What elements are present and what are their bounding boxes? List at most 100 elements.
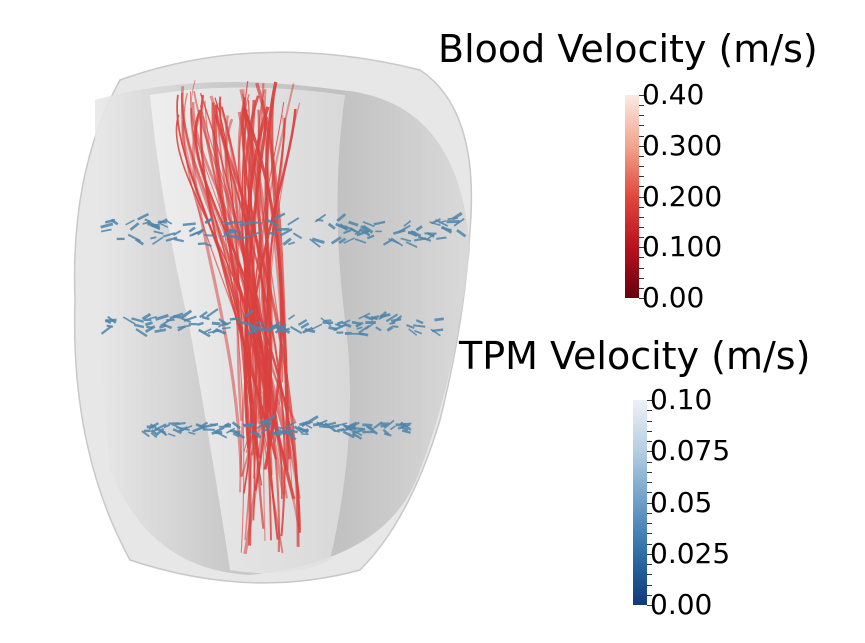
velocity-arrow bbox=[282, 237, 292, 246]
velocity-arrow bbox=[342, 430, 355, 439]
velocity-arrow bbox=[201, 315, 210, 321]
velocity-arrow bbox=[244, 309, 254, 318]
velocity-arrow bbox=[403, 220, 412, 227]
tpm_legend-minor-tick bbox=[647, 605, 652, 606]
velocity-arrow bbox=[135, 328, 148, 338]
tpm_legend-minor-tick bbox=[647, 451, 652, 453]
velocity-arrow bbox=[133, 323, 145, 329]
velocity-arrow bbox=[204, 234, 215, 237]
velocity-arrow bbox=[292, 232, 303, 240]
velocity-arrow bbox=[373, 220, 386, 226]
velocity-arrow bbox=[413, 324, 426, 328]
blood_legend-tick-4: 0.00 bbox=[642, 281, 705, 314]
tpm_legend-minor-tick bbox=[647, 594, 652, 596]
velocity-arrow bbox=[150, 432, 158, 439]
velocity-arrow bbox=[150, 429, 159, 437]
velocity-arrow bbox=[204, 217, 214, 225]
velocity-arrow bbox=[337, 428, 345, 432]
blood_legend-minor-tick bbox=[639, 145, 644, 147]
blood_legend-minor-tick bbox=[639, 216, 644, 218]
blood_legend-minor-tick bbox=[639, 186, 644, 188]
blood_legend-minor-tick bbox=[639, 115, 644, 117]
velocity-arrow bbox=[221, 228, 234, 238]
velocity-arrow bbox=[293, 425, 302, 433]
blood_legend-minor-tick bbox=[639, 237, 644, 239]
velocity-arrow bbox=[307, 415, 319, 424]
velocity-arrow bbox=[237, 320, 248, 326]
velocity-arrow bbox=[348, 220, 359, 227]
streamline bbox=[218, 102, 243, 421]
velocity-arrow bbox=[311, 323, 323, 331]
velocity-arrow bbox=[438, 220, 447, 224]
velocity-arrow bbox=[163, 323, 173, 330]
streamline bbox=[257, 89, 284, 383]
velocity-arrow bbox=[311, 237, 325, 244]
velocity-arrow bbox=[110, 218, 119, 226]
velocity-arrow bbox=[131, 317, 145, 323]
tpm_legend-minor-tick bbox=[647, 574, 652, 576]
blood_legend-minor-tick bbox=[639, 166, 644, 168]
tpm_legend-tick-0: 0.10 bbox=[650, 383, 713, 416]
streamline bbox=[237, 111, 269, 555]
velocity-arrow bbox=[351, 432, 363, 440]
velocity-arrow bbox=[327, 222, 336, 230]
velocity-arrow bbox=[221, 320, 229, 326]
velocity-arrow bbox=[211, 426, 225, 436]
velocity-arrow bbox=[447, 217, 459, 221]
velocity-arrow bbox=[339, 223, 349, 231]
velocity-arrow bbox=[408, 328, 418, 336]
velocity-arrow bbox=[177, 324, 191, 329]
velocity-arrow bbox=[146, 325, 153, 329]
velocity-arrow bbox=[397, 423, 411, 430]
velocity-arrow bbox=[314, 213, 327, 223]
blood_legend-minor-tick bbox=[639, 206, 644, 208]
velocity-arrow bbox=[413, 329, 423, 335]
velocity-arrow bbox=[290, 325, 303, 335]
velocity-arrow bbox=[196, 321, 204, 326]
velocity-arrow bbox=[305, 424, 313, 429]
streamline bbox=[204, 100, 245, 553]
velocity-arrow bbox=[338, 237, 347, 245]
velocity-arrow bbox=[232, 432, 240, 438]
velocity-arrow bbox=[251, 329, 259, 335]
velocity-arrow bbox=[271, 432, 282, 436]
velocity-arrow bbox=[265, 218, 279, 227]
blood_legend-minor-tick bbox=[639, 287, 644, 289]
velocity-arrow bbox=[137, 212, 150, 221]
velocity-arrow bbox=[343, 229, 352, 235]
blood_legend-tick-3: 0.100 bbox=[642, 230, 723, 264]
velocity-arrow bbox=[287, 314, 296, 321]
tpm_legend-minor-tick bbox=[647, 533, 652, 535]
velocity-arrow bbox=[383, 419, 395, 429]
velocity-arrow bbox=[172, 428, 182, 435]
velocity-arrow bbox=[269, 231, 277, 236]
velocity-arrow bbox=[287, 217, 300, 226]
velocity-arrow bbox=[221, 326, 231, 330]
velocity-arrow bbox=[242, 423, 251, 427]
velocity-arrow bbox=[456, 228, 467, 238]
tpm_legend-minor-tick bbox=[647, 471, 652, 473]
blood_legend-minor-tick bbox=[639, 155, 644, 157]
velocity-arrow bbox=[300, 420, 309, 428]
velocity-arrow bbox=[173, 314, 182, 319]
blood_legend-minor-tick bbox=[639, 176, 644, 178]
blood_legend-tick-0: 0.40 bbox=[642, 78, 705, 111]
velocity-arrow bbox=[239, 220, 254, 227]
velocity-arrow bbox=[125, 219, 135, 226]
velocity-arrow bbox=[288, 241, 296, 246]
velocity-arrow bbox=[100, 325, 113, 335]
streamline bbox=[270, 97, 289, 471]
streamline bbox=[211, 102, 271, 386]
tpm_legend-minor-tick bbox=[647, 430, 652, 432]
velocity-arrow bbox=[216, 431, 228, 439]
velocity-arrow bbox=[144, 218, 151, 223]
velocity-arrow bbox=[354, 238, 367, 244]
velocity-arrow bbox=[267, 323, 281, 333]
velocity-arrow bbox=[302, 326, 314, 334]
blood-legend-title: Blood Velocity (m/s) bbox=[438, 27, 818, 71]
velocity-arrow bbox=[254, 432, 262, 439]
velocity-arrow bbox=[322, 421, 337, 428]
velocity-arrow bbox=[351, 320, 362, 326]
velocity-arrow bbox=[362, 224, 374, 234]
blood_legend-minor-tick bbox=[639, 267, 644, 269]
